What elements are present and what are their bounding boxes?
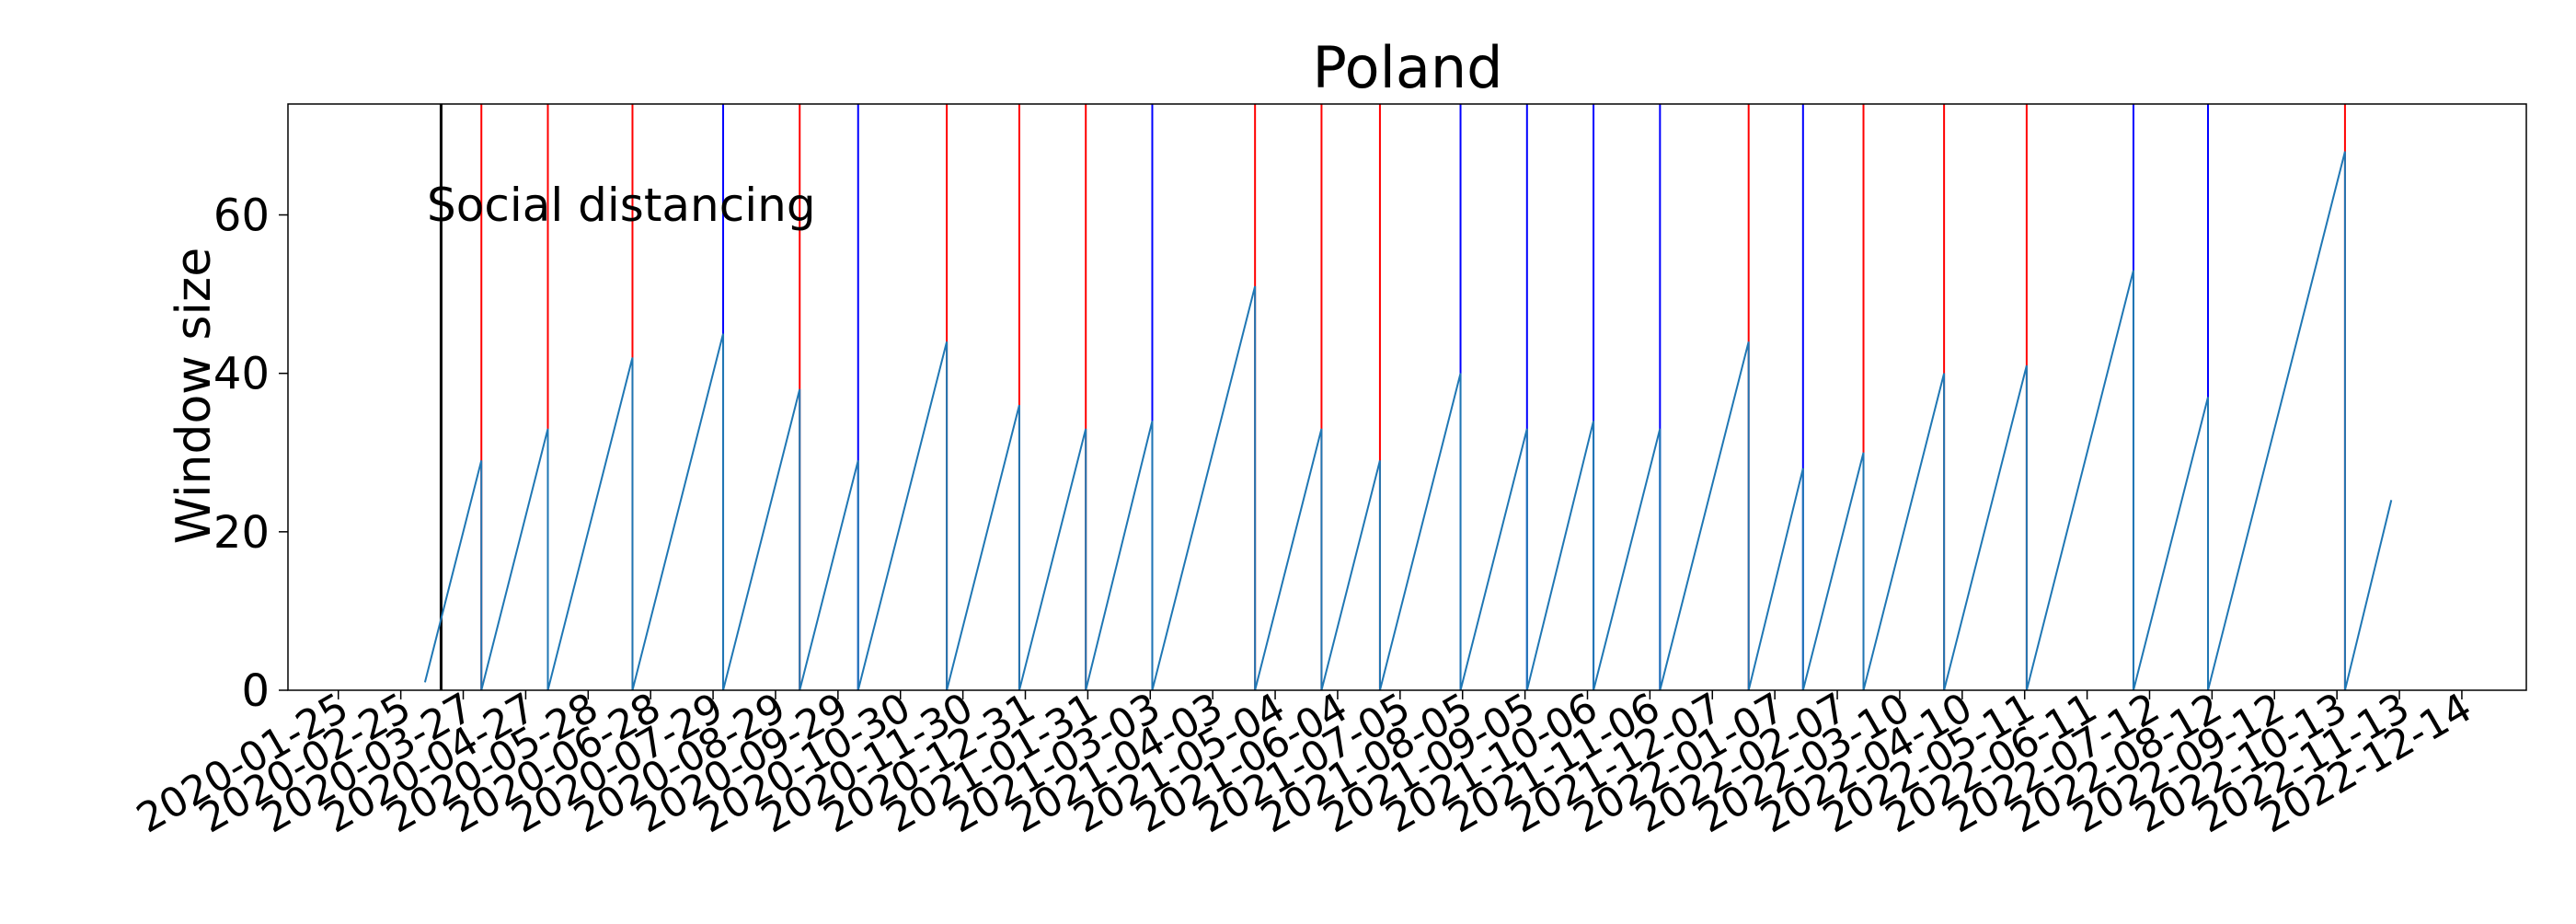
series-segment <box>1659 341 1750 691</box>
series-segment <box>722 388 801 691</box>
series-segment <box>946 404 1020 691</box>
plot-area: 02040602020-01-252020-02-252020-03-27202… <box>129 103 2527 842</box>
y-axis-label: Window size <box>167 248 222 544</box>
social-distancing-label: Social distancing <box>427 179 816 232</box>
series-segment <box>1459 428 1528 691</box>
series-segment <box>1320 460 1381 691</box>
series-segment <box>631 333 725 691</box>
y-tick-label: 40 <box>213 349 270 400</box>
chart-title: Poland <box>1313 34 1503 101</box>
series-segment <box>1254 428 1323 691</box>
series-segment <box>480 428 549 691</box>
plot-frame <box>287 103 2527 691</box>
series-segment <box>799 460 859 691</box>
series-segment <box>1862 373 1946 691</box>
y-tick-label: 20 <box>213 507 270 559</box>
series-segment <box>1943 364 2028 691</box>
series-segment <box>1085 421 1154 691</box>
series-segment <box>546 357 634 691</box>
series-segment <box>1378 373 1462 691</box>
series-segment <box>1593 428 1662 691</box>
series-segment <box>1801 452 1865 691</box>
series-segment <box>423 460 483 690</box>
series-segment <box>2025 270 2134 691</box>
series-segment <box>857 341 949 691</box>
series-segment <box>2207 151 2346 691</box>
series-segment <box>1018 428 1087 691</box>
y-tick-label: 60 <box>213 191 270 242</box>
series-segment <box>1747 468 1804 691</box>
series-segment <box>1151 285 1257 691</box>
series-segment <box>2343 500 2393 691</box>
series-segment <box>1525 421 1595 691</box>
y-tick-label: 0 <box>241 665 270 717</box>
series-segment <box>2133 397 2209 691</box>
